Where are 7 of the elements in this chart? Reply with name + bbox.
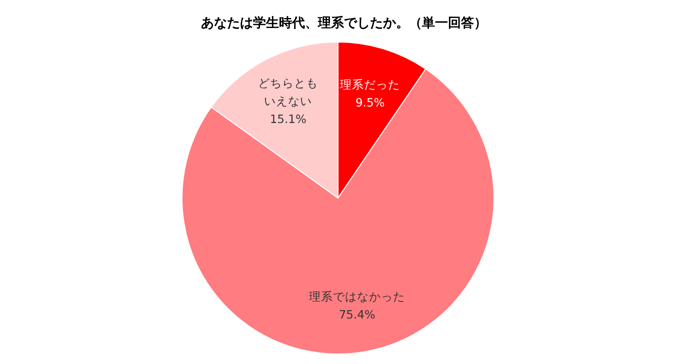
slice-label: どちらともいえない xyxy=(258,76,318,108)
data-label: 75.4% xyxy=(338,308,376,322)
slice-label: 理系ではなかった xyxy=(309,290,406,304)
data-label: 9.5% xyxy=(356,96,385,110)
slice-label: 理系だった xyxy=(340,78,400,92)
chart-title: あなたは学生時代、理系でしたか。（単一回答） xyxy=(200,14,488,32)
data-label: 15.1% xyxy=(270,112,306,126)
